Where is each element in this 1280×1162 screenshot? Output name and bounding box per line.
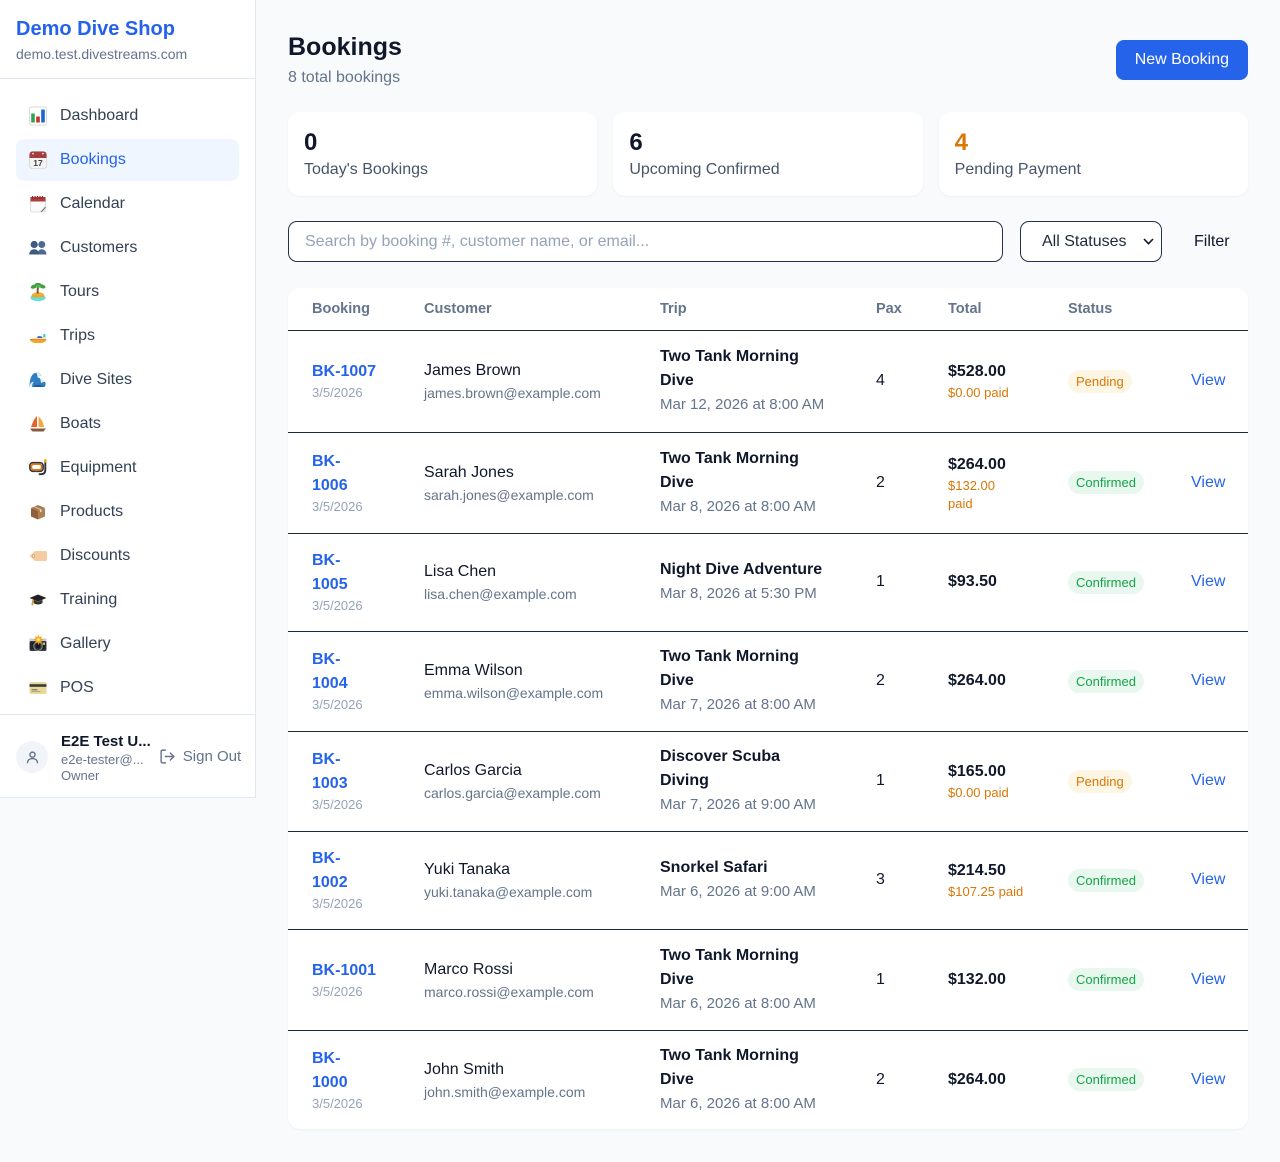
svg-text:17: 17 bbox=[33, 158, 43, 168]
